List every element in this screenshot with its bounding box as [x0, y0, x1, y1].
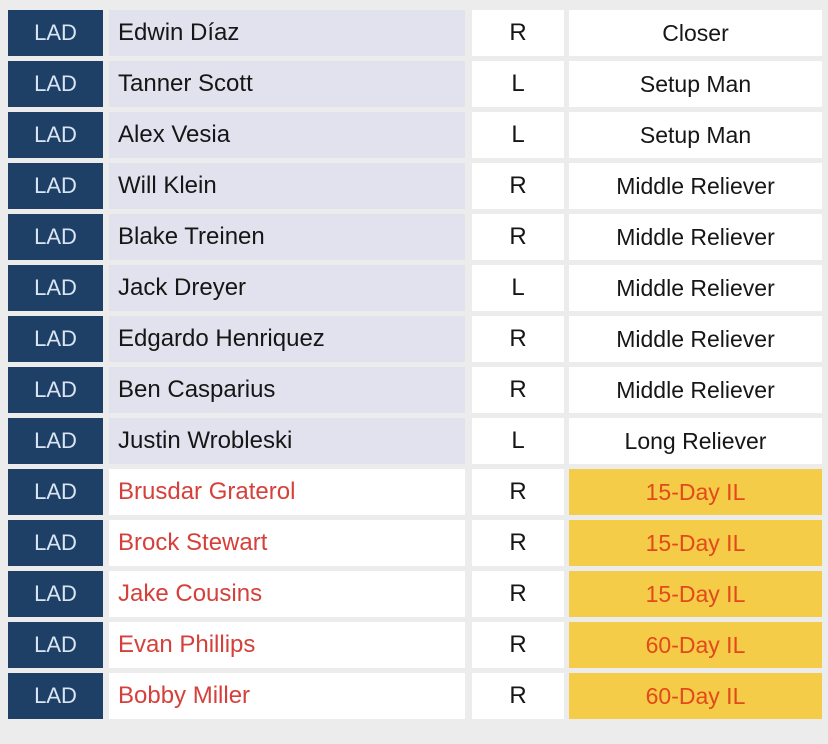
team-badge[interactable]: LAD	[8, 112, 103, 158]
table-row: LAD Ben Casparius R Middle Reliever	[0, 367, 828, 413]
team-badge[interactable]: LAD	[8, 265, 103, 311]
player-name-link[interactable]: Ben Casparius	[109, 367, 465, 413]
role-status-cell: Setup Man	[569, 61, 822, 107]
table-row: LAD Edwin Díaz R Closer	[0, 10, 828, 56]
throwing-hand-cell: R	[472, 214, 564, 260]
throwing-hand-cell: R	[472, 673, 564, 719]
player-name-link[interactable]: Jack Dreyer	[109, 265, 465, 311]
role-status-cell: Middle Reliever	[569, 367, 822, 413]
throwing-hand-cell: R	[472, 469, 564, 515]
role-status-cell: Setup Man	[569, 112, 822, 158]
role-status-cell: Middle Reliever	[569, 316, 822, 362]
player-name-link[interactable]: Bobby Miller	[109, 673, 465, 719]
role-status-cell: Middle Reliever	[569, 265, 822, 311]
table-row: LAD Evan Phillips R 60-Day IL	[0, 622, 828, 668]
throwing-hand-cell: R	[472, 163, 564, 209]
player-name-link[interactable]: Tanner Scott	[109, 61, 465, 107]
team-badge[interactable]: LAD	[8, 673, 103, 719]
role-status-cell: Closer	[569, 10, 822, 56]
player-name-link[interactable]: Blake Treinen	[109, 214, 465, 260]
team-badge[interactable]: LAD	[8, 61, 103, 107]
player-name-link[interactable]: Alex Vesia	[109, 112, 465, 158]
table-row: LAD Blake Treinen R Middle Reliever	[0, 214, 828, 260]
player-name-link[interactable]: Evan Phillips	[109, 622, 465, 668]
team-badge[interactable]: LAD	[8, 571, 103, 617]
role-status-cell: 15-Day IL	[569, 571, 822, 617]
role-status-cell: Middle Reliever	[569, 214, 822, 260]
throwing-hand-cell: R	[472, 520, 564, 566]
player-name-link[interactable]: Brusdar Graterol	[109, 469, 465, 515]
team-badge[interactable]: LAD	[8, 469, 103, 515]
bullpen-roster-table: LAD Edwin Díaz R Closer LAD Tanner Scott…	[0, 10, 828, 719]
player-name-link[interactable]: Brock Stewart	[109, 520, 465, 566]
table-row: LAD Justin Wrobleski L Long Reliever	[0, 418, 828, 464]
team-badge[interactable]: LAD	[8, 214, 103, 260]
table-row: LAD Will Klein R Middle Reliever	[0, 163, 828, 209]
role-status-cell: 60-Day IL	[569, 622, 822, 668]
throwing-hand-cell: L	[472, 265, 564, 311]
role-status-cell: 15-Day IL	[569, 469, 822, 515]
throwing-hand-cell: R	[472, 571, 564, 617]
team-badge[interactable]: LAD	[8, 418, 103, 464]
team-badge[interactable]: LAD	[8, 520, 103, 566]
table-row: LAD Brusdar Graterol R 15-Day IL	[0, 469, 828, 515]
player-name-link[interactable]: Edwin Díaz	[109, 10, 465, 56]
throwing-hand-cell: R	[472, 316, 564, 362]
throwing-hand-cell: L	[472, 112, 564, 158]
throwing-hand-cell: L	[472, 418, 564, 464]
table-row: LAD Alex Vesia L Setup Man	[0, 112, 828, 158]
throwing-hand-cell: R	[472, 622, 564, 668]
role-status-cell: 15-Day IL	[569, 520, 822, 566]
table-row: LAD Brock Stewart R 15-Day IL	[0, 520, 828, 566]
table-row: LAD Jake Cousins R 15-Day IL	[0, 571, 828, 617]
role-status-cell: 60-Day IL	[569, 673, 822, 719]
throwing-hand-cell: R	[472, 10, 564, 56]
player-name-link[interactable]: Edgardo Henriquez	[109, 316, 465, 362]
throwing-hand-cell: L	[472, 61, 564, 107]
team-badge[interactable]: LAD	[8, 163, 103, 209]
table-row: LAD Edgardo Henriquez R Middle Reliever	[0, 316, 828, 362]
team-badge[interactable]: LAD	[8, 316, 103, 362]
role-status-cell: Long Reliever	[569, 418, 822, 464]
team-badge[interactable]: LAD	[8, 367, 103, 413]
table-row: LAD Jack Dreyer L Middle Reliever	[0, 265, 828, 311]
role-status-cell: Middle Reliever	[569, 163, 822, 209]
player-name-link[interactable]: Will Klein	[109, 163, 465, 209]
player-name-link[interactable]: Jake Cousins	[109, 571, 465, 617]
table-row: LAD Tanner Scott L Setup Man	[0, 61, 828, 107]
table-row: LAD Bobby Miller R 60-Day IL	[0, 673, 828, 719]
throwing-hand-cell: R	[472, 367, 564, 413]
team-badge[interactable]: LAD	[8, 622, 103, 668]
player-name-link[interactable]: Justin Wrobleski	[109, 418, 465, 464]
team-badge[interactable]: LAD	[8, 10, 103, 56]
